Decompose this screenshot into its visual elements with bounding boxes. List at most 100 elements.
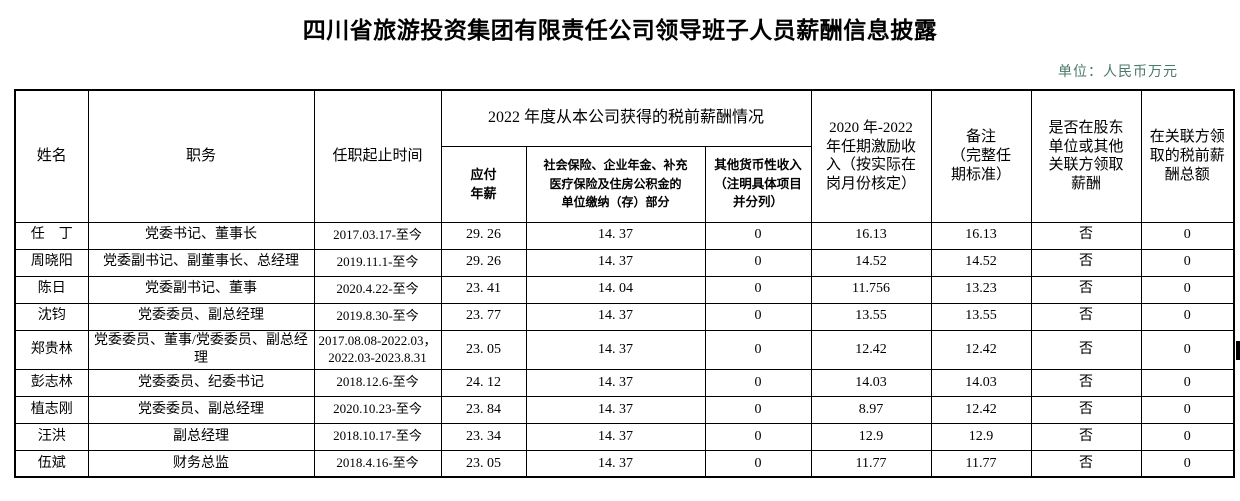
cell-name: 植志刚 (14, 395, 89, 424)
cell-term-incentive: 14.03 (810, 368, 932, 397)
table-row: 沈钧 党委委员、副总经理 2019.8.30-至今 23. 77 14. 37 … (14, 302, 1235, 331)
cell-term-incentive: 12.9 (810, 422, 932, 451)
cell-other-income: 0 (704, 302, 812, 331)
cell-payable-salary: 23. 77 (440, 302, 527, 331)
cell-position: 党委委员、纪委书记 (87, 368, 315, 397)
cell-related-party-salary: 否 (1030, 221, 1142, 250)
cell-other-income: 0 (704, 422, 812, 451)
cell-payable-salary: 24. 12 (440, 368, 527, 397)
cell-remark: 14.52 (930, 248, 1032, 277)
cell-position: 党委委员、副总经理 (87, 302, 315, 331)
cell-remark: 11.77 (930, 449, 1032, 478)
cell-other-income: 0 (704, 248, 812, 277)
cell-payable-salary: 29. 26 (440, 248, 527, 277)
cell-term: 2020.10.23-至今 (313, 395, 442, 424)
page-title: 四川省旅游投资集团有限责任公司领导班子人员薪酬信息披露 (302, 17, 938, 43)
cell-term-incentive: 13.55 (810, 302, 932, 331)
cell-social-insurance: 14. 04 (525, 275, 706, 304)
cell-name: 郑贵林 (14, 329, 89, 370)
cell-remark: 12.9 (930, 422, 1032, 451)
cell-payable-salary: 23. 41 (440, 275, 527, 304)
cell-other-income: 0 (704, 221, 812, 250)
cell-other-income: 0 (704, 449, 812, 478)
cell-position: 党委副书记、董事 (87, 275, 315, 304)
table-row: 伍斌 财务总监 2018.4.16-至今 23. 05 14. 37 0 11.… (14, 449, 1235, 478)
cell-related-party-salary: 否 (1030, 368, 1142, 397)
cell-related-party-total: 0 (1140, 248, 1235, 277)
cell-remark: 12.42 (930, 329, 1032, 370)
cell-term-incentive: 11.756 (810, 275, 932, 304)
cell-term-incentive: 14.52 (810, 248, 932, 277)
table-row: 汪洪 副总经理 2018.10.17-至今 23. 34 14. 37 0 12… (14, 422, 1235, 451)
cell-related-party-salary: 否 (1030, 449, 1142, 478)
table-row: 彭志林 党委委员、纪委书记 2018.12.6-至今 24. 12 14. 37… (14, 368, 1235, 397)
table-row: 郑贵林 党委委员、董事/党委委员、副总经理 2017.08.08-2022.03… (14, 329, 1235, 370)
cell-position: 党委委员、副总经理 (87, 395, 315, 424)
cell-remark: 13.23 (930, 275, 1032, 304)
cell-social-insurance: 14. 37 (525, 248, 706, 277)
cell-other-income: 0 (704, 395, 812, 424)
cell-social-insurance: 14. 37 (525, 368, 706, 397)
cell-related-party-total: 0 (1140, 302, 1235, 331)
header-remark: 备注 （完整任 期标准） (930, 89, 1032, 223)
header-term-incentive: 2020 年-2022 年任期激励收 入（按实际在 岗月份核定） (810, 89, 932, 223)
cell-remark: 13.55 (930, 302, 1032, 331)
table-body: 任 丁 党委书记、董事长 2017.03.17-至今 29. 26 14. 37… (14, 221, 1235, 478)
cell-name: 周晓阳 (14, 248, 89, 277)
cell-payable-salary: 23. 05 (440, 329, 527, 370)
header-term: 任职起止时间 (313, 89, 442, 223)
cell-related-party-salary: 否 (1030, 395, 1142, 424)
header-social-insurance: 社会保险、企业年金、补充 医疗保险及住房公积金的 单位缴纳（存）部分 (525, 145, 706, 223)
cell-related-party-salary: 否 (1030, 275, 1142, 304)
cell-social-insurance: 14. 37 (525, 449, 706, 478)
cell-other-income: 0 (704, 329, 812, 370)
cell-position: 党委书记、董事长 (87, 221, 315, 250)
cell-term: 2018.12.6-至今 (313, 368, 442, 397)
cell-related-party-total: 0 (1140, 221, 1235, 250)
cell-related-party-total: 0 (1140, 449, 1235, 478)
cell-term: 2019.11.1-至今 (313, 248, 442, 277)
header-payable-annual-salary: 应付 年薪 (440, 145, 527, 223)
cell-name: 伍斌 (14, 449, 89, 478)
cell-name: 汪洪 (14, 422, 89, 451)
header-other-income: 其他货币性收入 （注明具体项目 并分列） (704, 145, 812, 223)
cell-term-incentive: 16.13 (810, 221, 932, 250)
cell-remark: 16.13 (930, 221, 1032, 250)
header-name: 姓名 (14, 89, 89, 223)
cell-social-insurance: 14. 37 (525, 221, 706, 250)
cell-position: 财务总监 (87, 449, 315, 478)
cell-related-party-total: 0 (1140, 329, 1235, 370)
cursor-artifact-mark (1236, 341, 1240, 360)
table-header: 姓名 职务 任职起止时间 2022 年度从本公司获得的税前薪酬情况 2020 年… (14, 89, 1235, 223)
cell-term-incentive: 8.97 (810, 395, 932, 424)
cell-term: 2018.4.16-至今 (313, 449, 442, 478)
header-2022-salary-group: 2022 年度从本公司获得的税前薪酬情况 (440, 89, 812, 147)
cell-other-income: 0 (704, 275, 812, 304)
cell-related-party-salary: 否 (1030, 329, 1142, 370)
cell-term: 2018.10.17-至今 (313, 422, 442, 451)
cell-social-insurance: 14. 37 (525, 395, 706, 424)
cell-related-party-salary: 否 (1030, 422, 1142, 451)
cell-term-incentive: 11.77 (810, 449, 932, 478)
cell-related-party-total: 0 (1140, 275, 1235, 304)
cell-name: 陈日 (14, 275, 89, 304)
cell-related-party-total: 0 (1140, 368, 1235, 397)
cell-remark: 12.42 (930, 395, 1032, 424)
cell-name: 沈钧 (14, 302, 89, 331)
header-related-party-total: 在关联方领 取的税前薪 酬总额 (1140, 89, 1235, 223)
cell-payable-salary: 23. 84 (440, 395, 527, 424)
cell-term: 2019.8.30-至今 (313, 302, 442, 331)
cell-related-party-total: 0 (1140, 395, 1235, 424)
cell-payable-salary: 23. 05 (440, 449, 527, 478)
header-position: 职务 (87, 89, 315, 223)
cell-position: 副总经理 (87, 422, 315, 451)
table-row: 任 丁 党委书记、董事长 2017.03.17-至今 29. 26 14. 37… (14, 221, 1235, 250)
unit-note: 单位：人民币万元 (1058, 65, 1178, 80)
cell-related-party-salary: 否 (1030, 248, 1142, 277)
table-row: 周晓阳 党委副书记、副董事长、总经理 2019.11.1-至今 29. 26 1… (14, 248, 1235, 277)
cell-other-income: 0 (704, 368, 812, 397)
cell-position: 党委委员、董事/党委委员、副总经理 (87, 329, 315, 370)
cell-name: 彭志林 (14, 368, 89, 397)
cell-name: 任 丁 (14, 221, 89, 250)
cell-related-party-total: 0 (1140, 422, 1235, 451)
